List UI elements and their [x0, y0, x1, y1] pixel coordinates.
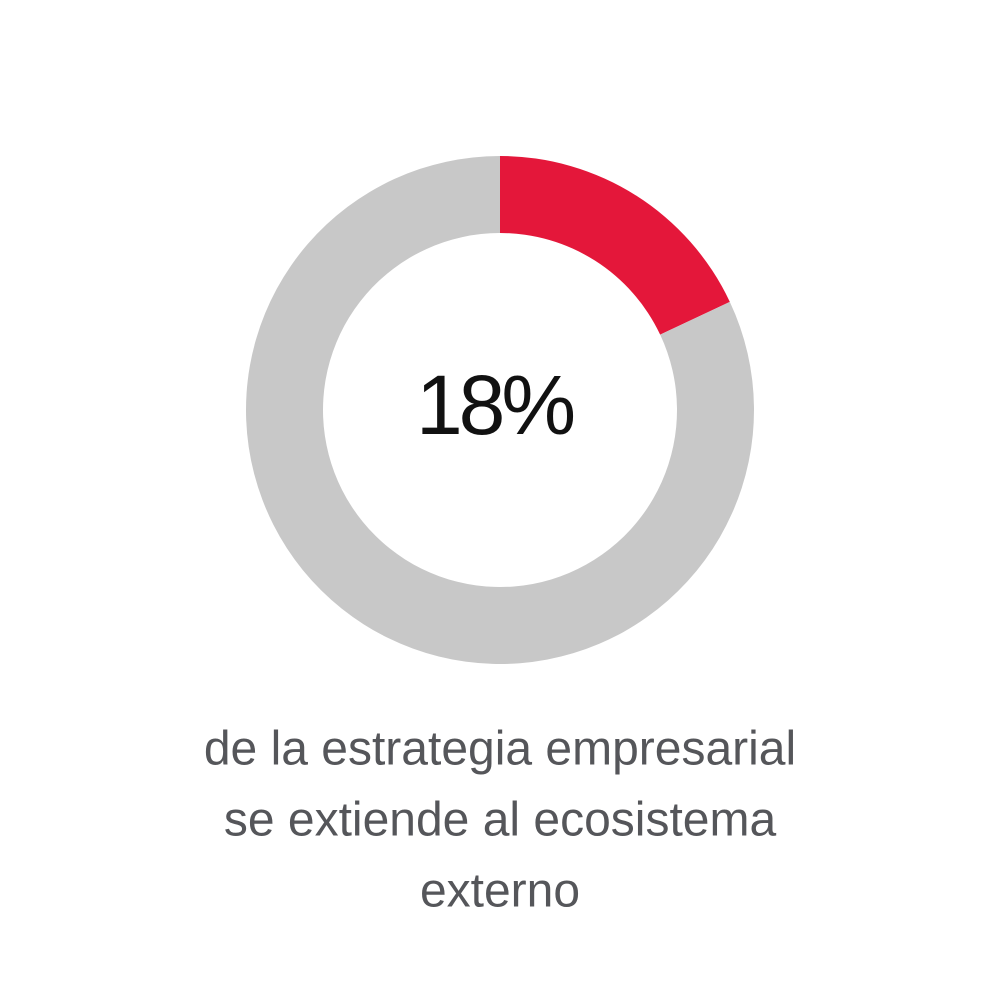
caption-line: se extiende al ecosistema [224, 794, 777, 847]
donut-segment [246, 156, 754, 664]
center-label: 18% [416, 358, 573, 452]
caption-line: de la estrategia empresarial [204, 723, 796, 776]
caption-line: externo [420, 865, 580, 918]
donut-segment [500, 156, 730, 335]
